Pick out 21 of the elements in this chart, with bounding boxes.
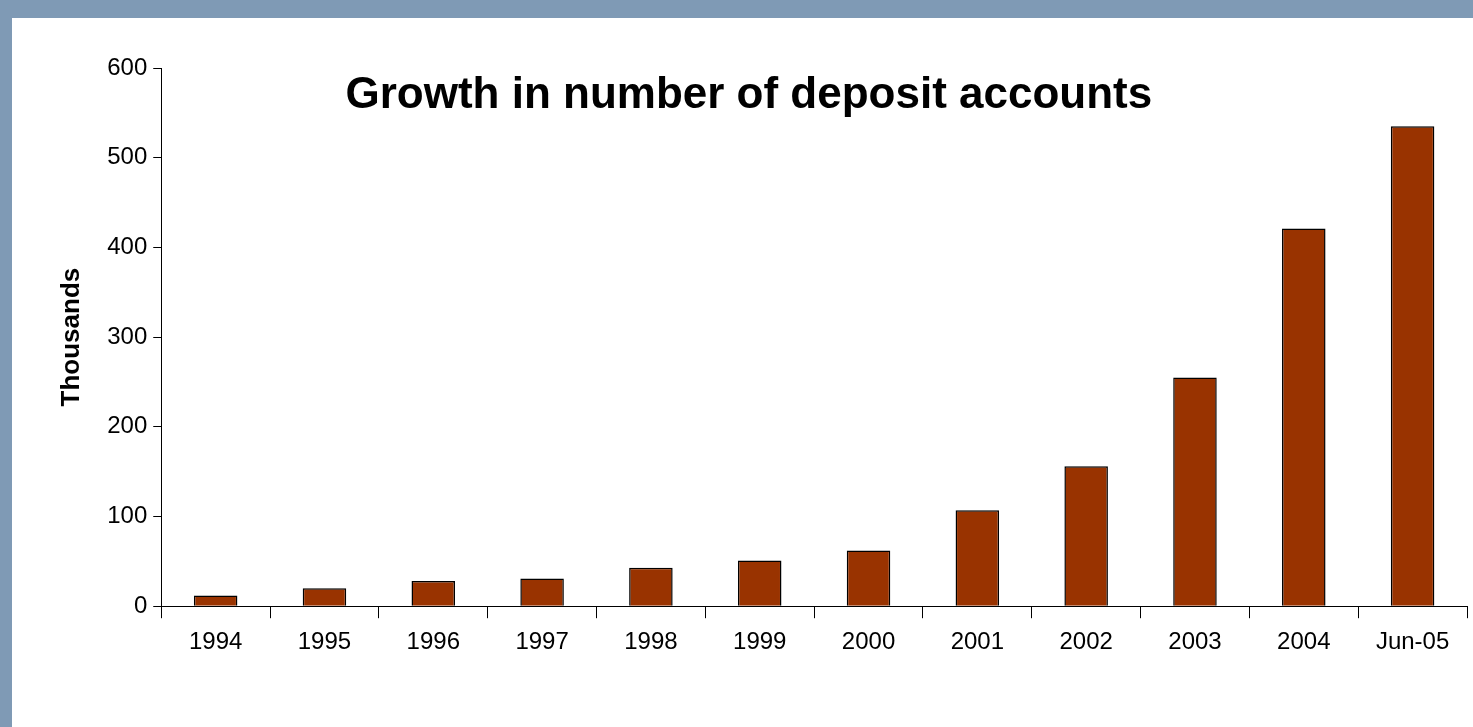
x-tick-label: 2001 [950, 627, 1005, 655]
x-tick-label: 1995 [297, 627, 352, 655]
chart-title: Growth in number of deposit accounts [345, 68, 1153, 118]
y-tick-label: 500 [107, 142, 148, 170]
x-tick-label: Jun-05 [1375, 627, 1450, 655]
y-axis-title: Thousands [54, 267, 85, 407]
x-tick-label: 1998 [624, 627, 678, 655]
x-tick-label: 2003 [1168, 627, 1222, 655]
y-tick-label: 300 [107, 321, 148, 349]
x-tick-label: 1996 [406, 627, 460, 655]
y-tick-label: 400 [107, 232, 148, 260]
x-tick-label: 1999 [733, 627, 787, 655]
x-tick-label: 1994 [188, 627, 243, 655]
y-tick-label: 600 [107, 52, 148, 80]
x-tick-label: 1997 [515, 627, 569, 655]
x-tick-label: 2000 [841, 627, 896, 655]
x-tick-label: 2002 [1059, 627, 1113, 655]
x-tick-label: 2004 [1277, 627, 1331, 655]
y-tick-label: 100 [107, 501, 148, 529]
y-tick-label: 200 [107, 411, 148, 439]
y-tick-label: 0 [133, 590, 148, 618]
